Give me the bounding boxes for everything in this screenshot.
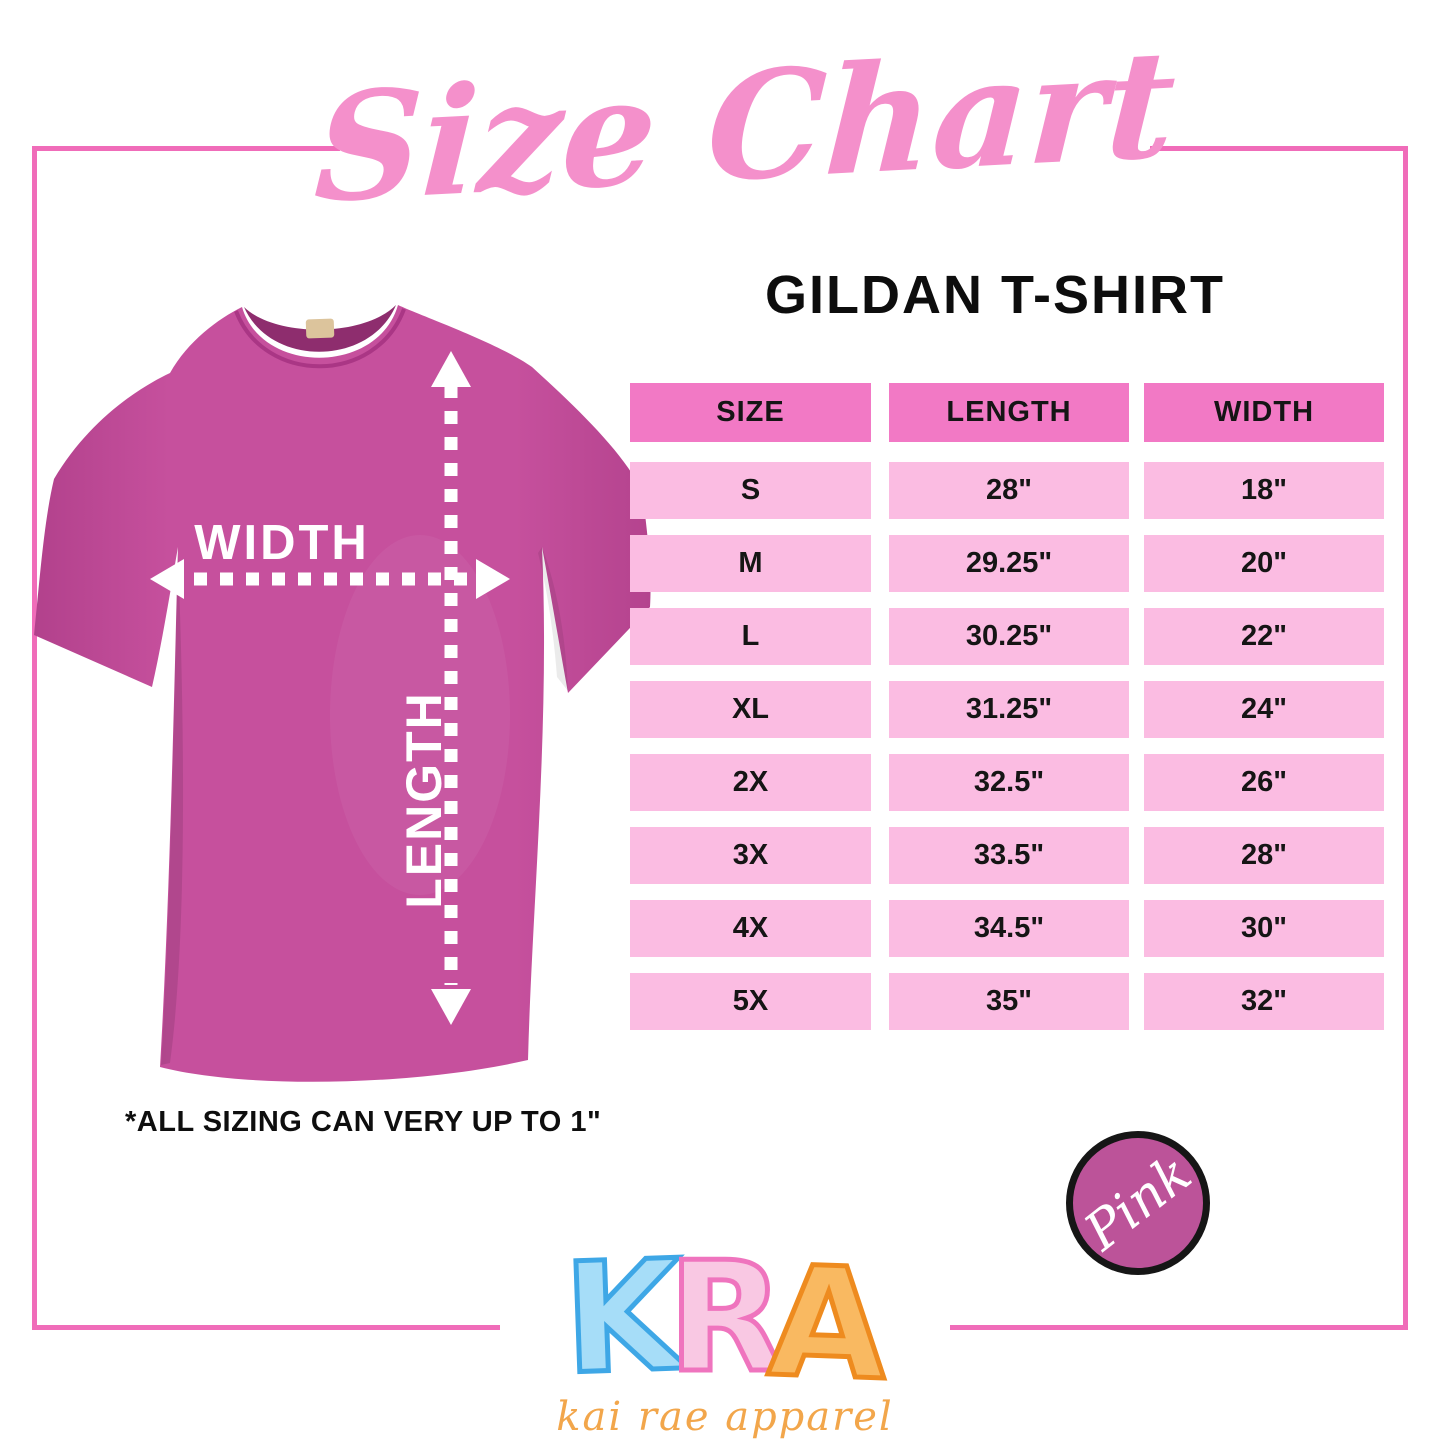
length-value: 29.25" bbox=[889, 535, 1129, 592]
length-value: 35" bbox=[889, 973, 1129, 1030]
table-row: M 29.25" 20" bbox=[630, 535, 1384, 592]
title-block: Size Chart bbox=[311, 6, 1179, 246]
color-badge-label: Pink bbox=[1073, 1143, 1203, 1263]
width-value: 26" bbox=[1144, 754, 1384, 811]
table-row: 2X 32.5" 26" bbox=[630, 754, 1384, 811]
width-value: 30" bbox=[1144, 900, 1384, 957]
size-value: 3X bbox=[630, 827, 871, 884]
width-value: 24" bbox=[1144, 681, 1384, 738]
length-value: 28" bbox=[889, 462, 1129, 519]
table-row: 4X 34.5" 30" bbox=[630, 900, 1384, 957]
width-value: 32" bbox=[1144, 973, 1384, 1030]
table-row: 5X 35" 32" bbox=[630, 973, 1384, 1030]
length-value: 33.5" bbox=[889, 827, 1129, 884]
length-value: 30.25" bbox=[889, 608, 1129, 665]
table-row: 3X 33.5" 28" bbox=[630, 827, 1384, 884]
column-header-length: LENGTH bbox=[889, 383, 1129, 442]
color-badge: Pink bbox=[1066, 1131, 1210, 1275]
length-value: 32.5" bbox=[889, 754, 1129, 811]
column-header-width: WIDTH bbox=[1144, 383, 1384, 442]
product-title: GILDAN T-SHIRT bbox=[765, 265, 1225, 325]
brand-logo: K R A kai rae apparel bbox=[500, 1224, 950, 1445]
size-table: SIZE LENGTH WIDTH S 28" 18" M 29.25" 20"… bbox=[630, 383, 1384, 1046]
size-value: M bbox=[630, 535, 871, 592]
size-value: 4X bbox=[630, 900, 871, 957]
brand-letters: K R A bbox=[558, 1224, 891, 1416]
width-value: 18" bbox=[1144, 462, 1384, 519]
neck-tag bbox=[305, 318, 335, 339]
width-value: 20" bbox=[1144, 535, 1384, 592]
column-header-size: SIZE bbox=[630, 383, 871, 442]
tshirt-shape bbox=[34, 305, 651, 1082]
sizing-note: *ALL SIZING CAN VERY UP TO 1" bbox=[125, 1106, 602, 1138]
table-header-row: SIZE LENGTH WIDTH bbox=[630, 383, 1384, 442]
width-value: 22" bbox=[1144, 608, 1384, 665]
size-value: S bbox=[630, 462, 871, 519]
table-row: L 30.25" 22" bbox=[630, 608, 1384, 665]
length-value: 34.5" bbox=[889, 900, 1129, 957]
table-row: S 28" 18" bbox=[630, 462, 1384, 519]
size-value: XL bbox=[630, 681, 871, 738]
width-value: 28" bbox=[1144, 827, 1384, 884]
page-title: Size Chart bbox=[310, 16, 1180, 236]
brand-letter-a: A bbox=[763, 1230, 892, 1416]
length-arrow-icon bbox=[431, 351, 471, 1025]
size-value: 2X bbox=[630, 754, 871, 811]
length-value: 31.25" bbox=[889, 681, 1129, 738]
width-arrow-icon bbox=[150, 559, 510, 599]
brand-letter-r: R bbox=[665, 1229, 787, 1406]
brand-tagline: kai rae apparel bbox=[556, 1394, 894, 1440]
table-row: XL 31.25" 24" bbox=[630, 681, 1384, 738]
size-value: L bbox=[630, 608, 871, 665]
tshirt-diagram: WIDTH LENGTH bbox=[34, 305, 651, 1082]
size-value: 5X bbox=[630, 973, 871, 1030]
brand-letter-k: K bbox=[558, 1224, 687, 1410]
width-label: WIDTH bbox=[194, 516, 370, 570]
length-label: LENGTH bbox=[396, 691, 452, 909]
